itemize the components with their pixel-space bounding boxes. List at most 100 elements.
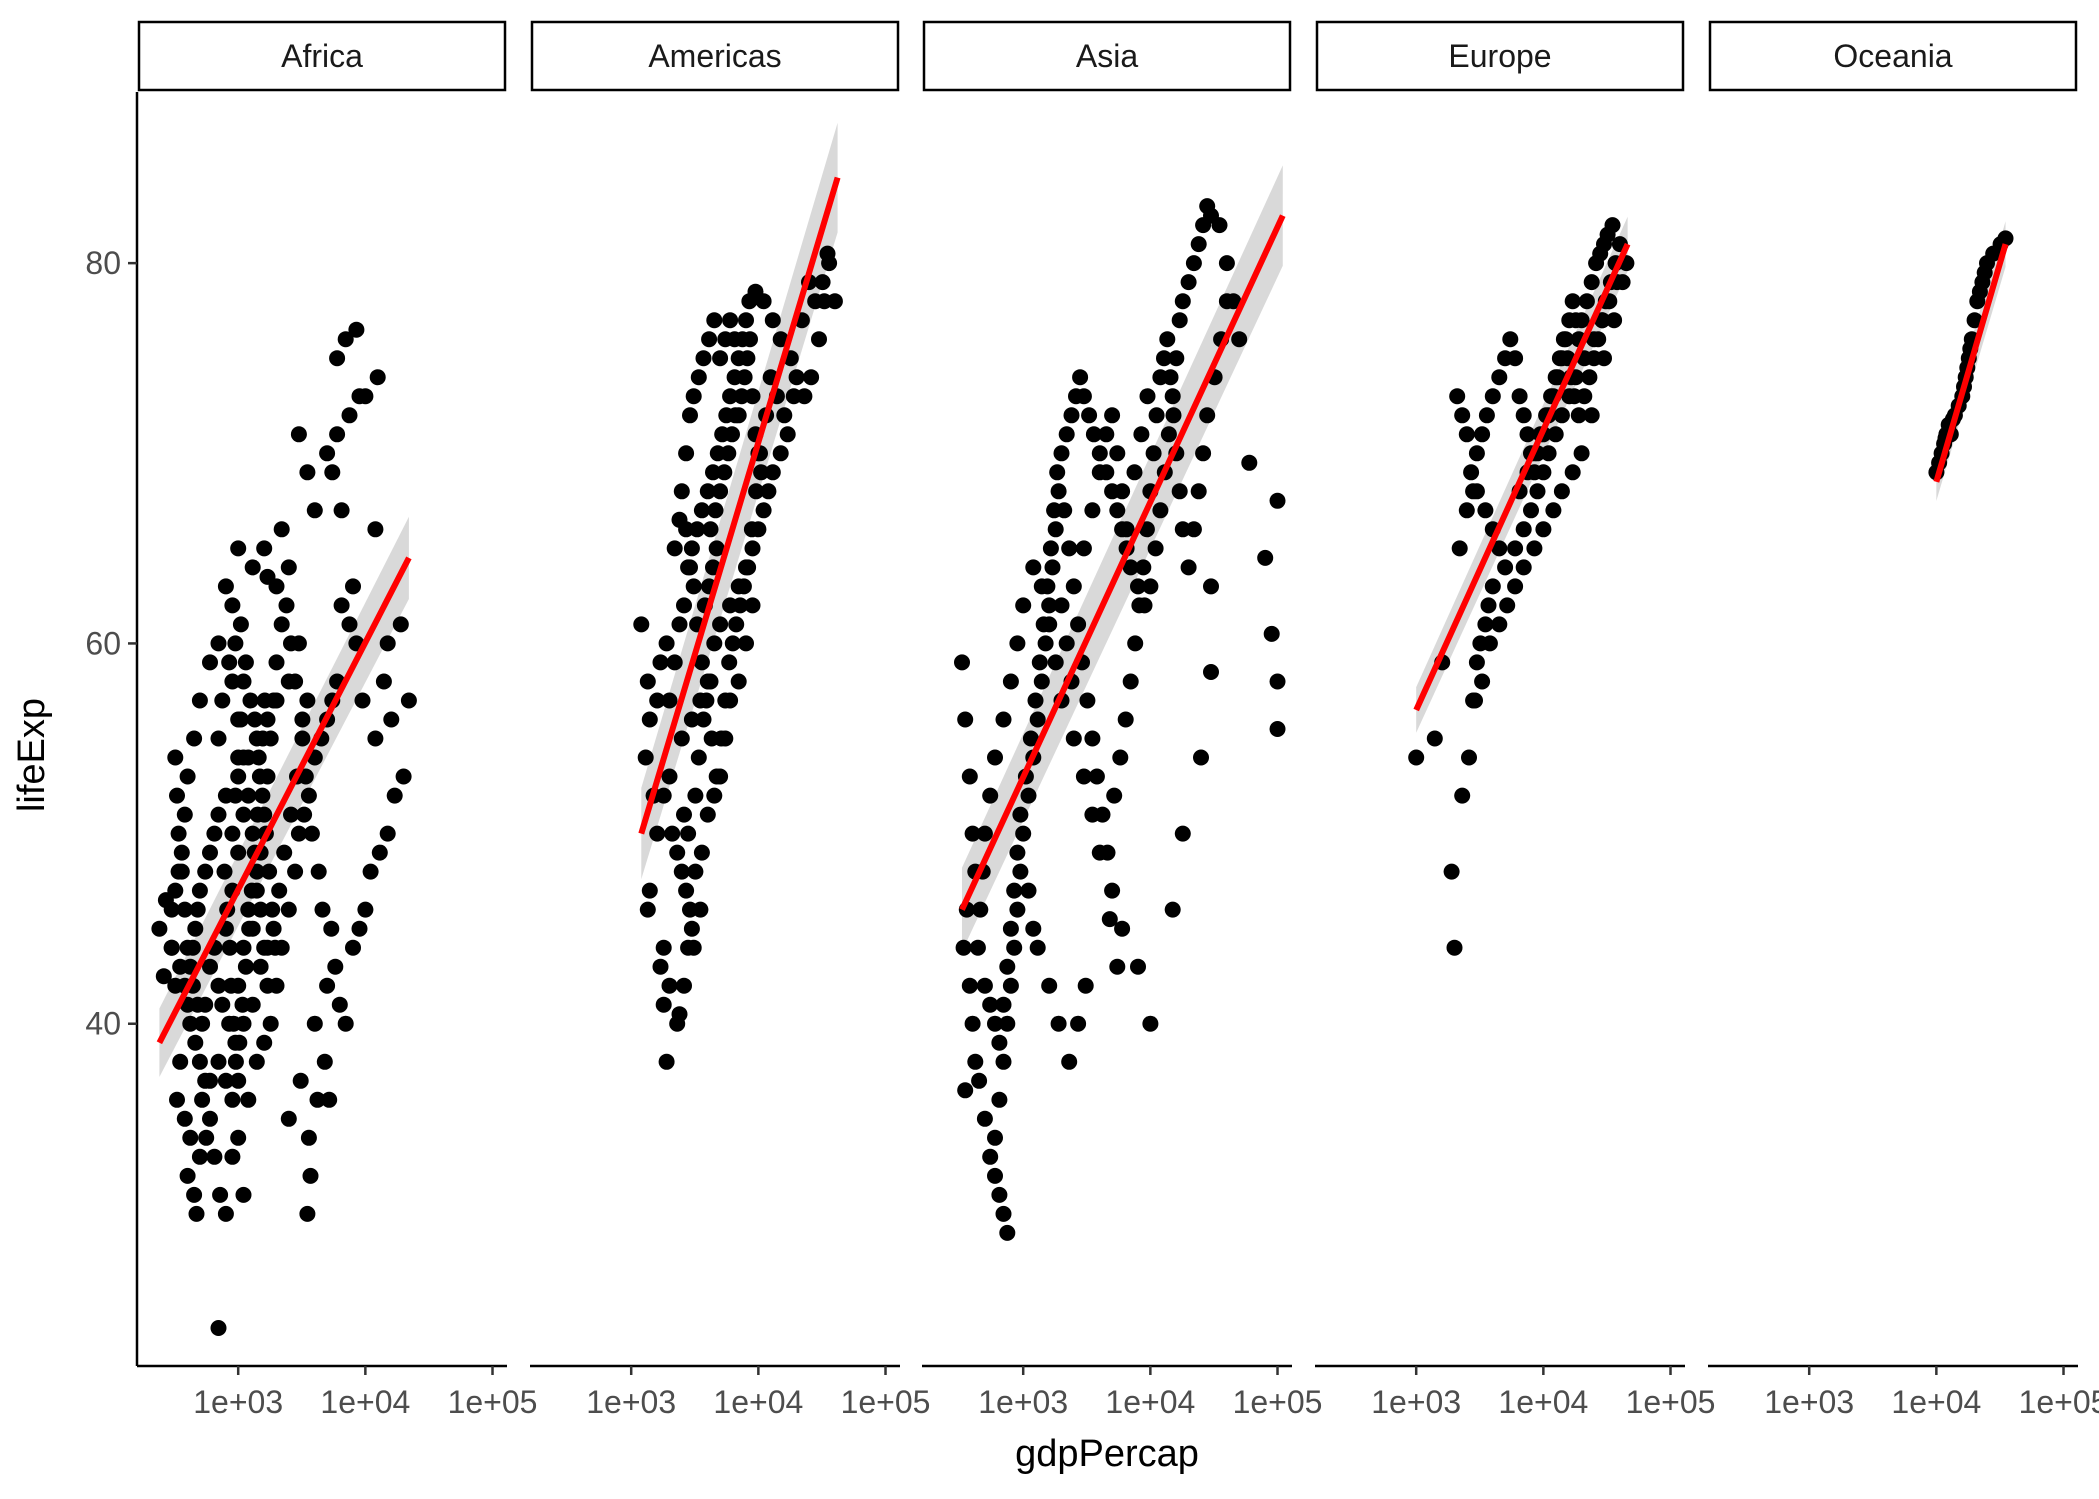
scatter-point xyxy=(191,692,208,709)
scatter-point xyxy=(214,996,231,1013)
scatter-point xyxy=(1133,426,1150,443)
scatter-points xyxy=(1408,217,1635,956)
scatter-point xyxy=(661,977,678,994)
scatter-point xyxy=(1564,293,1581,310)
scatter-point xyxy=(987,1015,1003,1032)
scatter-point xyxy=(1065,578,1082,595)
regression-line xyxy=(156,556,412,1045)
scatter-point xyxy=(1604,217,1621,234)
scatter-point xyxy=(172,1053,189,1070)
y-axis-title: lifeExp xyxy=(11,698,53,812)
scatter-point xyxy=(1195,445,1212,462)
scatter-point xyxy=(256,1034,273,1051)
scatter-point xyxy=(1211,217,1228,234)
scatter-point xyxy=(1174,825,1191,842)
scatter-point xyxy=(329,350,346,367)
scatter-point xyxy=(987,1129,1003,1146)
scatter-point xyxy=(739,350,756,367)
scatter-point xyxy=(202,654,218,671)
scatter-point xyxy=(206,825,223,842)
scatter-point xyxy=(685,578,702,595)
scatter-point xyxy=(1190,483,1207,500)
scatter-point xyxy=(1029,939,1046,956)
scatter-point xyxy=(235,939,252,956)
scatter-point xyxy=(280,901,297,918)
scatter-point xyxy=(217,1205,234,1222)
scatter-point xyxy=(235,1186,252,1203)
scatter-point xyxy=(964,825,981,842)
scatter-point xyxy=(237,958,254,975)
scatter-point xyxy=(1545,502,1562,519)
scatter-point xyxy=(1006,939,1023,956)
scatter-point xyxy=(294,711,311,728)
scatter-point xyxy=(1127,635,1144,652)
scatter-point xyxy=(964,1015,981,1032)
x-tick-label: 1e+05 xyxy=(2019,1384,2099,1420)
scatter-point xyxy=(1164,901,1181,918)
scatter-point xyxy=(1515,559,1532,576)
scatter-point xyxy=(687,863,704,880)
scatter-point xyxy=(705,464,721,481)
scatter-point xyxy=(1020,882,1037,899)
scatter-point xyxy=(369,369,386,386)
scatter-point xyxy=(728,616,745,633)
scatter-point xyxy=(256,540,273,557)
scatter-point xyxy=(379,825,396,842)
scatter-point xyxy=(176,901,193,918)
scatter-point xyxy=(1564,464,1581,481)
scatter-point xyxy=(1056,502,1073,519)
scatter-point xyxy=(967,1053,984,1070)
scatter-point xyxy=(1061,1053,1078,1070)
scatter-point xyxy=(1084,502,1101,519)
scatter-point xyxy=(1072,369,1089,386)
scatter-point xyxy=(1555,331,1572,348)
scatter-point xyxy=(1142,578,1159,595)
scatter-point xyxy=(379,635,396,652)
scatter-point xyxy=(227,1053,244,1070)
scatter-point xyxy=(1130,578,1146,595)
scatter-point xyxy=(392,616,409,633)
scatter-point xyxy=(163,939,180,956)
scatter-point xyxy=(666,540,683,557)
scatter-point xyxy=(724,635,741,652)
scatter-point xyxy=(357,901,374,918)
scatter-point xyxy=(1451,540,1468,557)
scatter-point xyxy=(1104,407,1121,424)
scatter-point xyxy=(1553,483,1570,500)
scatter-point xyxy=(290,426,307,443)
scatter-point xyxy=(1091,445,1108,462)
scatter-point xyxy=(163,901,180,918)
scatter-point xyxy=(742,331,758,348)
scatter-point xyxy=(1114,483,1131,500)
scatter-point xyxy=(299,464,316,481)
scatter-point xyxy=(698,692,715,709)
scatter-point xyxy=(1185,255,1202,272)
scatter-point xyxy=(726,331,743,348)
facet-strip-label: Europe xyxy=(1448,38,1551,74)
scatter-point xyxy=(708,540,725,557)
scatter-point xyxy=(720,445,737,462)
scatter-point xyxy=(1047,654,1064,671)
scatter-point xyxy=(189,901,206,918)
scatter-point xyxy=(283,635,299,652)
scatter-point xyxy=(803,369,820,386)
scatter-point xyxy=(1966,312,1983,329)
scatter-point xyxy=(1231,331,1248,348)
scatter-point xyxy=(1185,521,1202,538)
scatter-point xyxy=(287,673,304,690)
scatter-point xyxy=(976,1110,993,1127)
scatter-point xyxy=(198,1129,215,1146)
scatter-point xyxy=(702,521,719,538)
scatter-point xyxy=(371,844,388,861)
scatter-point xyxy=(712,350,729,367)
scatter-point xyxy=(685,939,702,956)
scatter-point xyxy=(1529,483,1546,500)
scatter-point xyxy=(194,1015,211,1032)
scatter-point xyxy=(976,977,993,994)
scatter-point xyxy=(1257,549,1274,566)
scatter-point xyxy=(179,1167,196,1184)
scatter-point xyxy=(1463,464,1480,481)
scatter-point xyxy=(189,996,206,1013)
scatter-point xyxy=(1101,911,1118,928)
scatter-point xyxy=(278,597,295,614)
